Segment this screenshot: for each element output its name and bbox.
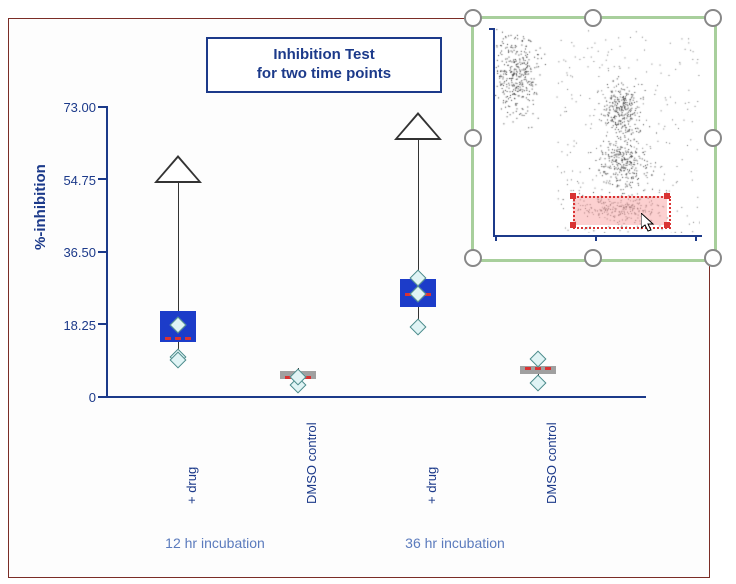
resize-handle-se[interactable] bbox=[704, 249, 722, 267]
category-label-1: DMSO control bbox=[304, 384, 319, 504]
inset-x-tick-0 bbox=[495, 235, 497, 241]
resize-handle-ne[interactable] bbox=[704, 9, 722, 27]
median-line bbox=[165, 337, 191, 340]
y-tick-label-365: 36.50 bbox=[16, 245, 96, 260]
inset-plot-area[interactable] bbox=[493, 28, 702, 237]
y-tick-365 bbox=[98, 251, 106, 253]
resize-handle-n[interactable] bbox=[584, 9, 602, 27]
y-axis-line bbox=[106, 106, 108, 396]
median-line bbox=[525, 367, 551, 370]
y-tick-label-1825: 18.25 bbox=[16, 318, 96, 333]
chart-title-line-2: for two time points bbox=[208, 65, 440, 84]
category-label-3: DMSO control bbox=[544, 384, 559, 504]
gate-handle-3[interactable] bbox=[664, 222, 670, 228]
resize-handle-e[interactable] bbox=[704, 129, 722, 147]
cursor-arrow-icon bbox=[641, 213, 659, 235]
category-label-0: + drug bbox=[184, 384, 199, 504]
y-tick-73 bbox=[98, 106, 106, 108]
resize-handle-w[interactable] bbox=[464, 129, 482, 147]
figure-root: Inhibition Test for two time points %-in… bbox=[0, 0, 736, 584]
data-point-diamond bbox=[530, 351, 547, 368]
y-tick-0 bbox=[98, 396, 106, 398]
data-point-diamond bbox=[410, 319, 427, 336]
y-tick-label-5475: 54.75 bbox=[16, 173, 96, 188]
gate-handle-1[interactable] bbox=[664, 193, 670, 199]
y-tick-label-0: 0 bbox=[16, 390, 96, 405]
resize-handle-sw[interactable] bbox=[464, 249, 482, 267]
y-tick-label-73: 73.00 bbox=[16, 100, 96, 115]
resize-handle-s[interactable] bbox=[584, 249, 602, 267]
chart-title-box: Inhibition Test for two time points bbox=[206, 37, 442, 93]
max-triangle-icon bbox=[394, 112, 442, 140]
y-tick-1825 bbox=[98, 323, 106, 325]
inset-x-tick-2 bbox=[695, 235, 697, 241]
chart-title-line-1: Inhibition Test bbox=[208, 46, 440, 65]
inset-y-tick-top bbox=[489, 28, 495, 30]
group-label-1: 36 hr incubation bbox=[375, 535, 535, 551]
gate-handle-0[interactable] bbox=[570, 193, 576, 199]
y-tick-5475 bbox=[98, 178, 106, 180]
max-triangle-icon bbox=[154, 155, 202, 183]
resize-handle-nw[interactable] bbox=[464, 9, 482, 27]
group-label-0: 12 hr incubation bbox=[135, 535, 295, 551]
scatter-inset[interactable] bbox=[463, 8, 719, 264]
category-label-2: + drug bbox=[424, 384, 439, 504]
gate-handle-2[interactable] bbox=[570, 222, 576, 228]
inset-x-tick-1 bbox=[595, 235, 597, 241]
